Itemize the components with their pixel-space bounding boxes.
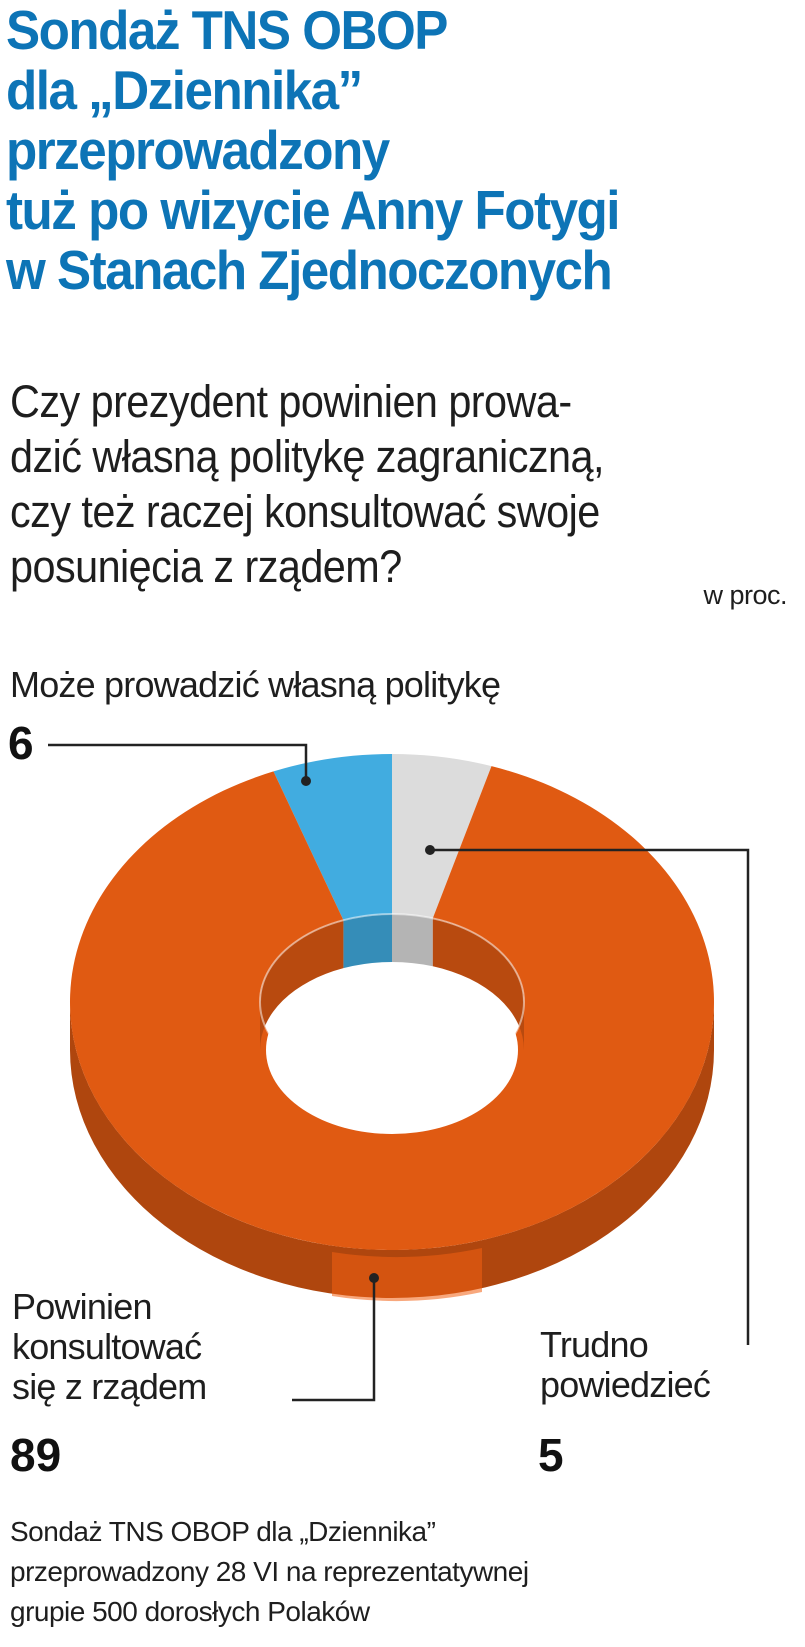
title-line: tuż po wizycie Anny Fotygi bbox=[6, 179, 621, 241]
leader-hard-to-say-line bbox=[430, 848, 750, 1345]
donut-hole bbox=[266, 966, 518, 1134]
source-line: grupie 500 dorosłych Polaków bbox=[10, 1596, 370, 1627]
donut-side-highlight bbox=[332, 1248, 482, 1301]
donut-slice-1 bbox=[392, 754, 492, 919]
title-line: w Stanach Zjednoczonych bbox=[6, 239, 613, 301]
source-line: Sondaż TNS OBOP dla „Dziennika” bbox=[10, 1516, 436, 1547]
donut-inner-wall-0-0 bbox=[343, 914, 392, 969]
question-line: Czy prezydent powinien prowa- bbox=[10, 376, 572, 427]
question-line: dzić własną politykę zagraniczną, bbox=[10, 431, 604, 482]
slice-label-line: konsultować bbox=[12, 1326, 202, 1367]
donut-slice-2 bbox=[69, 766, 714, 1250]
chart-title: Sondaż TNS OBOP dla „Dziennika” przeprow… bbox=[6, 0, 741, 300]
source-line: przeprowadzony 28 VI na reprezentatywnej bbox=[10, 1556, 529, 1587]
donut-slices bbox=[69, 754, 714, 1250]
title-line: Sondaż TNS OBOP bbox=[6, 0, 448, 61]
leader-consult-line bbox=[292, 1278, 376, 1402]
slice-value-consult: 89 bbox=[10, 1429, 62, 1481]
slice-value-own-policy: 6 bbox=[8, 717, 34, 769]
donut-slice-0 bbox=[273, 754, 392, 921]
leader-lines bbox=[48, 743, 750, 1402]
survey-question: Czy prezydent powinien prowa- dzić własn… bbox=[10, 374, 746, 594]
donut-inner-rim bbox=[259, 913, 525, 1091]
slice-label-line: powiedzieć bbox=[540, 1364, 711, 1405]
donut-inner-wall-2-1 bbox=[260, 920, 344, 1050]
slice-label-consult: Powinien konsultować się z rządem bbox=[12, 1286, 207, 1407]
leader-hard-to-say-dot bbox=[425, 845, 435, 855]
leader-own-policy-dot bbox=[301, 776, 311, 786]
slice-label-hard-to-say: Trudno powiedzieć bbox=[540, 1324, 711, 1405]
donut-base bbox=[70, 1002, 714, 1301]
slice-label-line: Powinien bbox=[12, 1286, 153, 1327]
slice-label-line: Trudno bbox=[540, 1324, 649, 1365]
donut-inner-wall-1-0 bbox=[392, 914, 433, 967]
donut-outer-side bbox=[70, 1002, 714, 1298]
leader-own-policy-line bbox=[48, 743, 308, 780]
slice-value-hard-to-say: 5 bbox=[538, 1429, 564, 1481]
title-line: przeprowadzony bbox=[6, 119, 390, 181]
question-line: posunięcia z rządem? bbox=[10, 541, 402, 592]
donut-inner-wall-2-0 bbox=[432, 918, 524, 1050]
title-line: dla „Dziennika” bbox=[6, 59, 363, 121]
slice-label-own-policy: Może prowadzić własną politykę bbox=[10, 664, 501, 705]
unit-label: w proc. bbox=[703, 580, 787, 610]
slice-label-line: się z rządem bbox=[12, 1366, 207, 1407]
leader-consult-dot bbox=[369, 1273, 379, 1283]
source-note: Sondaż TNS OBOP dla „Dziennika” przeprow… bbox=[10, 1512, 805, 1632]
question-line: czy też raczej konsultować swoje bbox=[10, 486, 600, 537]
